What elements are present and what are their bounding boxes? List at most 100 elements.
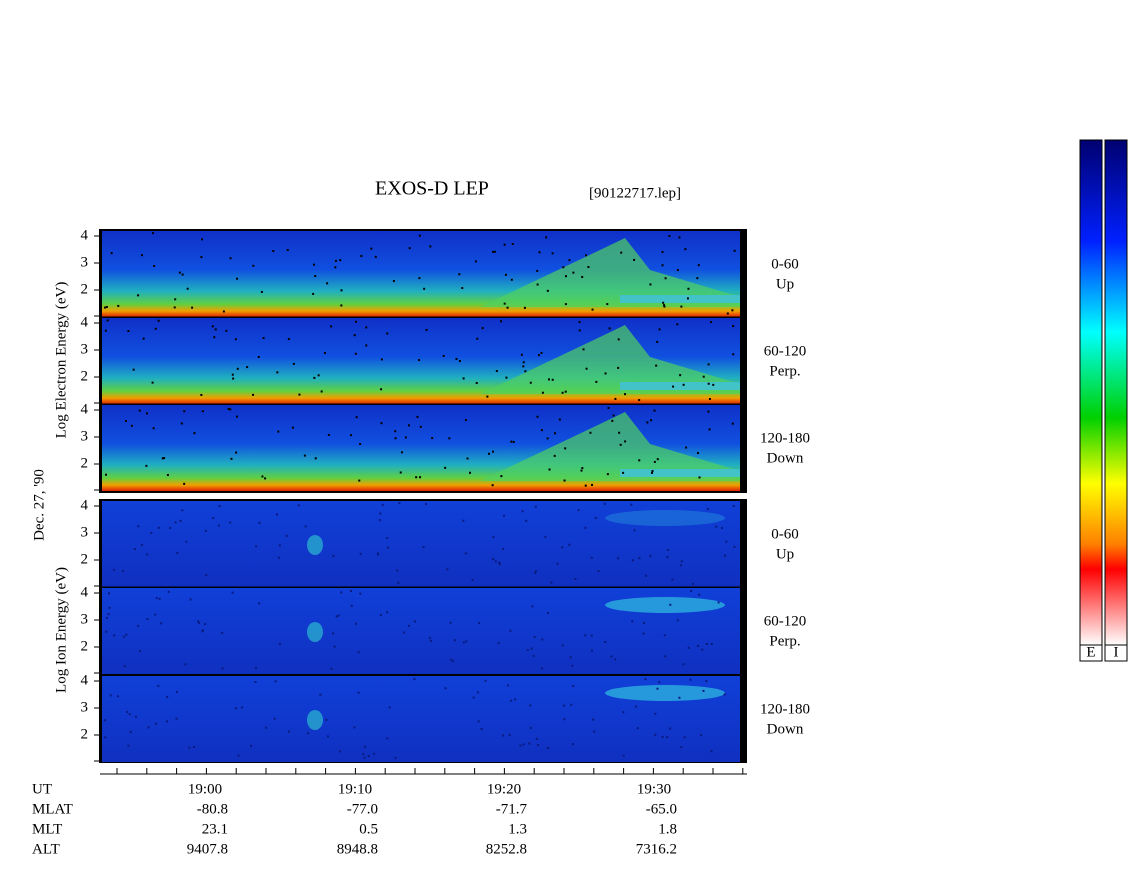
speckle [653, 409, 656, 412]
speckle [569, 656, 572, 659]
speckle [350, 604, 353, 607]
speckle [644, 678, 647, 681]
speckle [731, 422, 734, 425]
speckle [544, 536, 547, 539]
colorbar-label: E [1086, 644, 1095, 660]
speckle [676, 269, 679, 272]
colorbar-e [1079, 139, 1103, 646]
speckle [200, 256, 203, 259]
speckle [526, 649, 529, 652]
speckle [373, 752, 376, 755]
y-tick-label: 3 [81, 254, 89, 270]
speckle [492, 536, 495, 539]
speckle [104, 736, 107, 739]
y-tick-label: 4 [81, 227, 89, 243]
speckle [394, 437, 397, 440]
speckle [523, 306, 526, 309]
speckle [502, 547, 505, 550]
y-tick-label: 3 [81, 341, 89, 357]
speckle [464, 419, 467, 422]
speckle [614, 397, 617, 400]
speckle [570, 703, 573, 706]
y-tick-label: 2 [81, 455, 89, 471]
speckle [572, 271, 575, 274]
speckle [540, 667, 543, 670]
speckle [504, 273, 507, 276]
speckle [186, 287, 189, 290]
speckle [666, 736, 669, 739]
speckle [166, 696, 169, 699]
speckle [707, 382, 710, 385]
speckle [230, 457, 233, 460]
colorbar-i [1104, 139, 1128, 646]
speckle [617, 557, 620, 560]
speckle [334, 259, 337, 262]
speckle [221, 631, 224, 634]
speckle [666, 556, 669, 559]
speckle [396, 569, 399, 572]
ephemeris-value: 1.3 [508, 821, 527, 837]
speckle [538, 251, 541, 254]
speckle [708, 397, 711, 400]
speckle [622, 471, 625, 474]
speckle [179, 519, 182, 522]
speckle [388, 706, 391, 709]
speckle [211, 325, 214, 328]
speckle [658, 681, 661, 684]
speckle [147, 726, 150, 729]
speckle [678, 696, 681, 699]
speckle [265, 726, 268, 729]
speckle [250, 744, 253, 747]
speckle [379, 512, 382, 515]
speckle [105, 473, 108, 476]
speckle [701, 648, 704, 651]
speckle [558, 418, 561, 421]
ephemeris-value: 9407.8 [187, 841, 228, 857]
speckle [260, 290, 263, 293]
speckle [192, 746, 195, 749]
speckle [631, 620, 634, 623]
speckle [663, 634, 666, 637]
speckle [213, 336, 216, 339]
y-tick-label: 2 [81, 368, 89, 384]
speckle [678, 236, 681, 239]
speckle [362, 753, 365, 756]
speckle [732, 325, 735, 328]
speckle [104, 329, 107, 332]
speckle [137, 624, 140, 627]
speckle [534, 571, 537, 574]
speckle [585, 367, 588, 370]
speckle [137, 525, 140, 528]
speckle [183, 410, 186, 413]
speckle [124, 419, 127, 422]
speckle [509, 629, 512, 632]
speckle [514, 698, 517, 701]
speckle [472, 696, 475, 699]
speckle [408, 624, 411, 627]
speckle [488, 452, 491, 455]
speckle [453, 639, 456, 642]
speckle [236, 277, 239, 280]
speckle [661, 736, 664, 739]
speckle [683, 736, 686, 739]
speckle [492, 250, 495, 253]
speckle [180, 422, 183, 425]
speckle [117, 304, 120, 307]
y-tick-label: 2 [81, 551, 89, 567]
speckle [476, 337, 479, 340]
speckle [105, 305, 108, 308]
speckle [682, 663, 685, 666]
feature [307, 535, 323, 555]
speckle [458, 273, 461, 276]
ephemeris-value: -65.0 [646, 801, 677, 817]
speckle [551, 378, 554, 381]
speckle [229, 257, 232, 260]
speckle [340, 304, 343, 307]
speckle [712, 383, 715, 386]
speckle [511, 242, 514, 245]
speckle [184, 663, 187, 666]
speckle [533, 635, 536, 638]
speckle [201, 238, 204, 241]
speckle [710, 750, 713, 753]
speckle [471, 579, 474, 582]
